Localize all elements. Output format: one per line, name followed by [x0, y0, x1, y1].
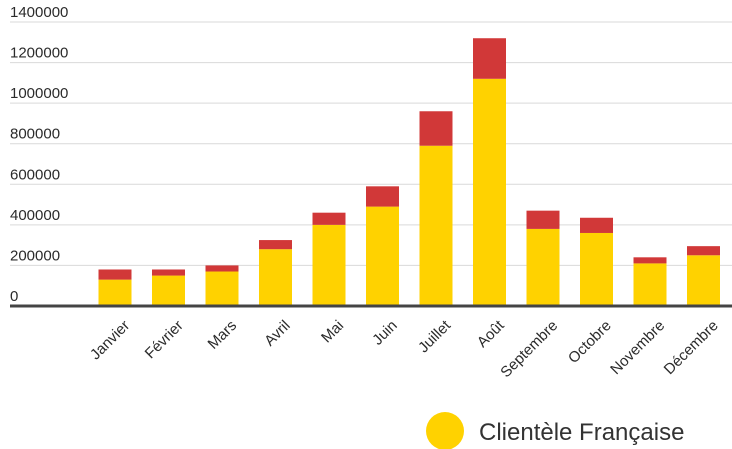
bar-segment-series-1: [526, 228, 560, 306]
bar-segment-series-1: [312, 224, 346, 306]
bar-segment-series-2: [419, 111, 453, 146]
y-tick-label: 0: [10, 288, 18, 305]
y-tick-label: 800000: [10, 126, 60, 143]
x-tick-label: Juin: [369, 317, 400, 348]
x-tick-label: Mai: [318, 317, 347, 346]
x-tick-label: Décembre: [661, 317, 722, 378]
y-tick-label: 1200000: [10, 45, 68, 62]
bars: [98, 38, 720, 306]
bar-segment-series-2: [473, 38, 506, 79]
y-tick-label: 200000: [10, 247, 60, 264]
bar-segment-series-1: [473, 78, 506, 306]
bar-segment-series-1: [366, 206, 399, 306]
bar-segment-series-2: [580, 217, 613, 233]
x-tick-label: Janvier: [87, 317, 133, 363]
x-axis-category-labels: Janvier Février Mars Avril Mai Juin Juillet Aoû…: [87, 317, 722, 381]
bar-segment-series-1: [419, 145, 453, 306]
bar-segment-series-2: [687, 246, 720, 256]
bar-segment-series-1: [633, 263, 667, 306]
bar-segment-series-2: [205, 265, 239, 272]
bar-segment-series-2: [633, 257, 667, 264]
bar-segment-series-1: [98, 279, 132, 306]
bar-segment-series-2: [312, 212, 346, 225]
y-tick-label: 600000: [10, 166, 60, 183]
legend-swatch: [426, 412, 464, 449]
bar-segment-series-2: [152, 269, 185, 276]
bar-segment-series-2: [366, 186, 399, 207]
x-tick-label: Août: [474, 317, 508, 351]
x-tick-label: Juillet: [415, 317, 455, 357]
x-tick-label: Mars: [205, 317, 241, 353]
y-tick-label: 1000000: [10, 85, 68, 102]
y-tick-label: 400000: [10, 207, 60, 224]
bar-segment-series-1: [687, 255, 720, 306]
x-tick-label: Octobre: [565, 317, 615, 367]
bar-segment-series-1: [205, 271, 239, 306]
bar-segment-series-2: [526, 210, 560, 229]
y-axis-ticks: 0 200000 400000 600000 800000 1000000 1200000 1…: [10, 4, 68, 305]
x-tick-label: Novembre: [607, 317, 668, 378]
bar-segment-series-1: [580, 232, 613, 306]
bar-segment-series-1: [259, 249, 292, 306]
bar-segment-series-2: [98, 269, 132, 280]
x-tick-label: Septembre: [497, 317, 561, 381]
gridlines: [10, 21, 732, 266]
bar-segment-series-2: [259, 240, 292, 250]
legend-label: Clientèle Française: [479, 419, 684, 446]
y-tick-label: 1400000: [10, 4, 68, 21]
x-tick-label: Février: [142, 317, 187, 362]
x-tick-label: Avril: [261, 317, 293, 349]
bar-segment-series-1: [152, 275, 185, 306]
legend: Clientèle Française: [426, 412, 684, 449]
